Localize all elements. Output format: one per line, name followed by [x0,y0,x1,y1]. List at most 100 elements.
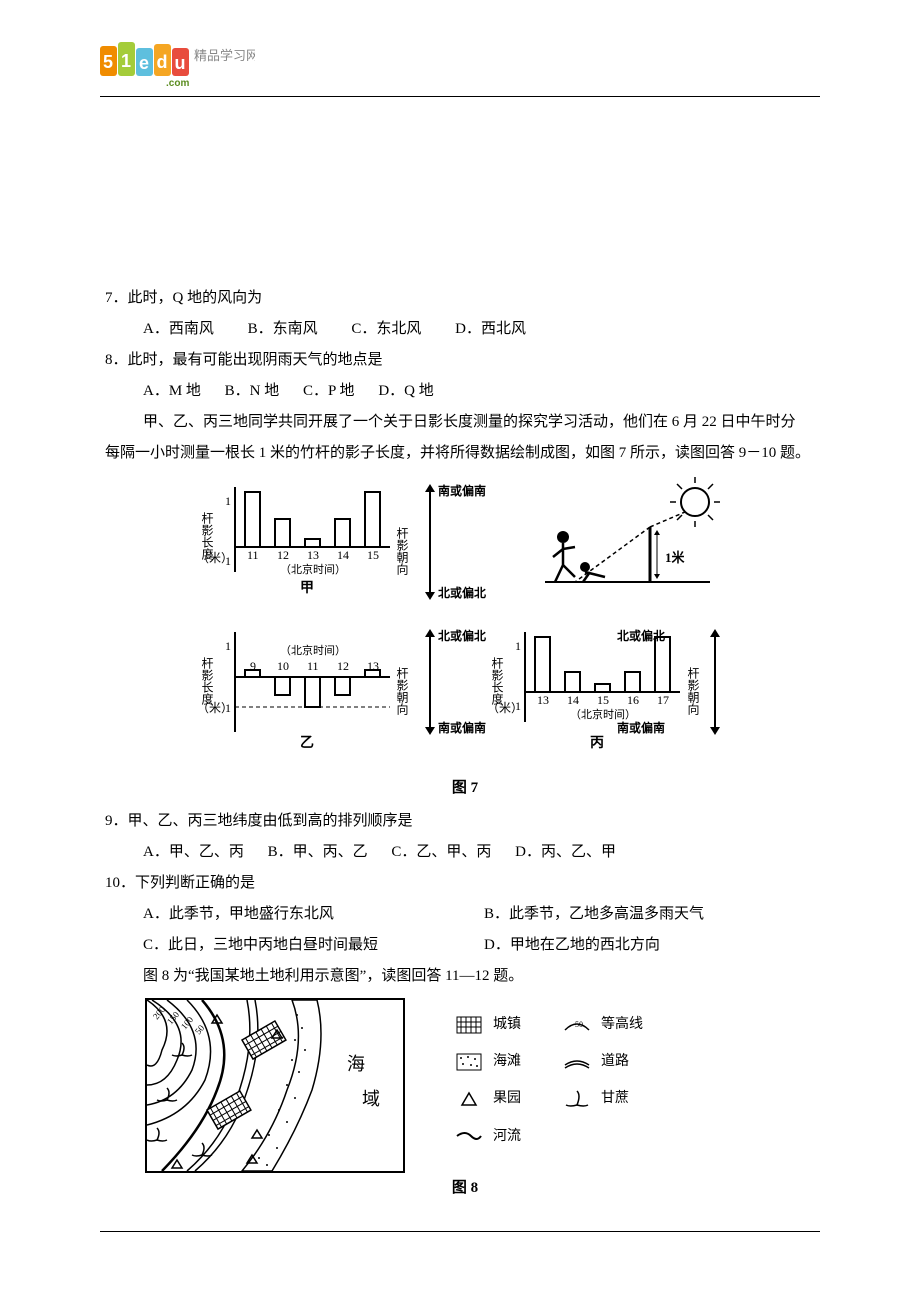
svg-text:1: 1 [121,51,131,71]
figure-8-legend: 城镇 50 等高线 海滩 道路 果园 甘蔗 河流 [455,998,661,1149]
svg-text:（北京时间）: （北京时间） [280,562,346,576]
q8-stem: 8．此时，最有可能出现阴雨天气的地点是 [105,347,825,374]
svg-text:13: 13 [537,693,549,707]
legend-road-icon [563,1052,591,1072]
svg-text:14: 14 [337,548,349,562]
svg-text:杆影朝向: 杆影朝向 [686,667,700,715]
svg-text:e: e [139,53,149,73]
q7-opt-b: B．东南风 [248,321,318,337]
svg-text:u: u [175,53,186,73]
svg-text:16: 16 [627,693,639,707]
header-rule [100,96,820,97]
q8-opt-d: D．Q 地 [378,383,433,399]
legend-beach: 海滩 [493,1049,553,1074]
svg-text:杆影长度: 杆影长度 [490,657,504,705]
q9-opt-b: B．甲、丙、乙 [268,844,368,860]
svg-text:17: 17 [657,693,669,707]
svg-text:12: 12 [337,659,349,673]
q10-opt-b: B．此季节，乙地多高温多雨天气 [484,901,825,928]
q8-options: A．M 地 B．N 地 C．P 地 D．Q 地 [105,378,825,405]
svg-text:12: 12 [277,548,289,562]
svg-text:1米: 1米 [665,550,686,565]
svg-text:10: 10 [277,659,289,673]
svg-text:海: 海 [347,1054,365,1074]
q10-options-row2: C．此日，三地中丙地白昼时间最短 D．甲地在乙地的西北方向 [105,932,825,959]
svg-text:1: 1 [515,639,521,653]
q7-stem: 7．此时，Q 地的风向为 [105,285,825,312]
svg-text:丙: 丙 [590,735,604,751]
svg-text:南或偏南: 南或偏南 [617,720,665,735]
svg-text:甲: 甲 [300,580,314,596]
q10-options-row1: A．此季节，甲地盛行东北风 B．此季节，乙地多高温多雨天气 [105,901,825,928]
svg-text:50: 50 [575,1020,583,1029]
svg-text:杆影朝向: 杆影朝向 [395,527,409,575]
q10-opt-c: C．此日，三地中丙地白昼时间最短 [143,932,484,959]
intro-910-line2: 每隔一小时测量一根长 1 米的竹杆的影子长度，并将所得数据绘制成图，如图 7 所… [105,440,825,467]
q10-stem: 10．下列判断正确的是 [105,870,825,897]
svg-text:乙: 乙 [300,735,314,751]
footer-rule [100,1231,820,1232]
svg-text:域: 域 [362,1089,380,1109]
q9-opt-d: D．丙、乙、甲 [515,844,616,860]
svg-text:北或偏北: 北或偏北 [438,585,486,600]
site-logo: 5 1 e d u .com 精品学习网 [100,38,255,86]
legend-river: 河流 [493,1124,553,1149]
legend-road: 道路 [601,1049,661,1074]
svg-text:9: 9 [250,659,256,673]
svg-text:（北京时间）: （北京时间） [570,707,636,721]
svg-text:14: 14 [567,693,579,707]
q10-opt-a: A．此季节，甲地盛行东北风 [143,901,484,928]
svg-text:13: 13 [307,548,319,562]
q9-opt-a: A．甲、乙、丙 [143,844,244,860]
q7-opt-c: C．东北风 [351,321,421,337]
svg-text:杆影朝向: 杆影朝向 [395,667,409,715]
legend-orchard: 果园 [493,1086,553,1111]
svg-text:精品学习网: 精品学习网 [194,48,255,63]
svg-text:1: 1 [225,639,231,653]
legend-contour-icon: 50 [563,1015,591,1035]
q9-opt-c: C．乙、甲、丙 [391,844,491,860]
legend-contour: 等高线 [601,1012,661,1037]
svg-text:5: 5 [103,52,113,72]
legend-town-icon [455,1015,483,1035]
svg-text:1: 1 [225,494,231,508]
legend-river-icon [455,1126,483,1146]
svg-text:1: 1 [225,554,231,568]
q8-opt-b: B．N 地 [225,383,280,399]
q9-stem: 9．甲、乙、丙三地纬度由低到高的排列顺序是 [105,808,825,835]
q7-options: A．西南风 B．东南风 C．东北风 D．西北风 [105,316,825,343]
figure-8: 200 150 100 50 [105,998,825,1173]
legend-beach-icon [455,1052,483,1072]
legend-orchard-icon [455,1089,483,1109]
q9-options: A．甲、乙、丙 B．甲、丙、乙 C．乙、甲、丙 D．丙、乙、甲 [105,839,825,866]
svg-text:13: 13 [367,659,379,673]
svg-text:1: 1 [515,699,521,713]
q7-opt-a: A．西南风 [143,321,214,337]
q8-opt-a: A．M 地 [143,383,201,399]
intro-1112: 图 8 为“我国某地土地利用示意图”，读图回答 11—12 题。 [105,963,825,990]
svg-text:15: 15 [367,548,379,562]
figure-8-caption: 图 8 [105,1175,825,1202]
q7-opt-d: D．西北风 [455,321,526,337]
figure-7-caption: 图 7 [105,775,825,802]
svg-text:南或偏南: 南或偏南 [438,483,486,498]
svg-text:（北京时间）: （北京时间） [280,643,346,657]
intro-910-line1: 甲、乙、丙三地同学共同开展了一个关于日影长度测量的探究学习活动，他们在 6 月 … [105,409,825,436]
svg-text:11: 11 [247,548,259,562]
q8-opt-c: C．P 地 [303,383,355,399]
svg-text:d: d [157,52,168,72]
legend-cane-icon [563,1089,591,1109]
svg-text:杆影长度: 杆影长度 [200,657,214,705]
svg-text:北或偏北: 北或偏北 [617,628,665,643]
figure-8-map: 200 150 100 50 [145,998,405,1173]
svg-text:11: 11 [307,659,319,673]
svg-text:1: 1 [225,701,231,715]
svg-text:北或偏北: 北或偏北 [438,628,486,643]
q10-opt-d: D．甲地在乙地的西北方向 [484,932,825,959]
legend-cane: 甘蔗 [601,1086,661,1111]
figure-7: 杆影长度 （米） 1 1 11 12 13 14 15 （北京时间） 甲 [185,477,745,767]
svg-text:.com: .com [166,78,189,86]
svg-text:15: 15 [597,693,609,707]
legend-town: 城镇 [493,1012,553,1037]
svg-text:南或偏南: 南或偏南 [438,720,486,735]
